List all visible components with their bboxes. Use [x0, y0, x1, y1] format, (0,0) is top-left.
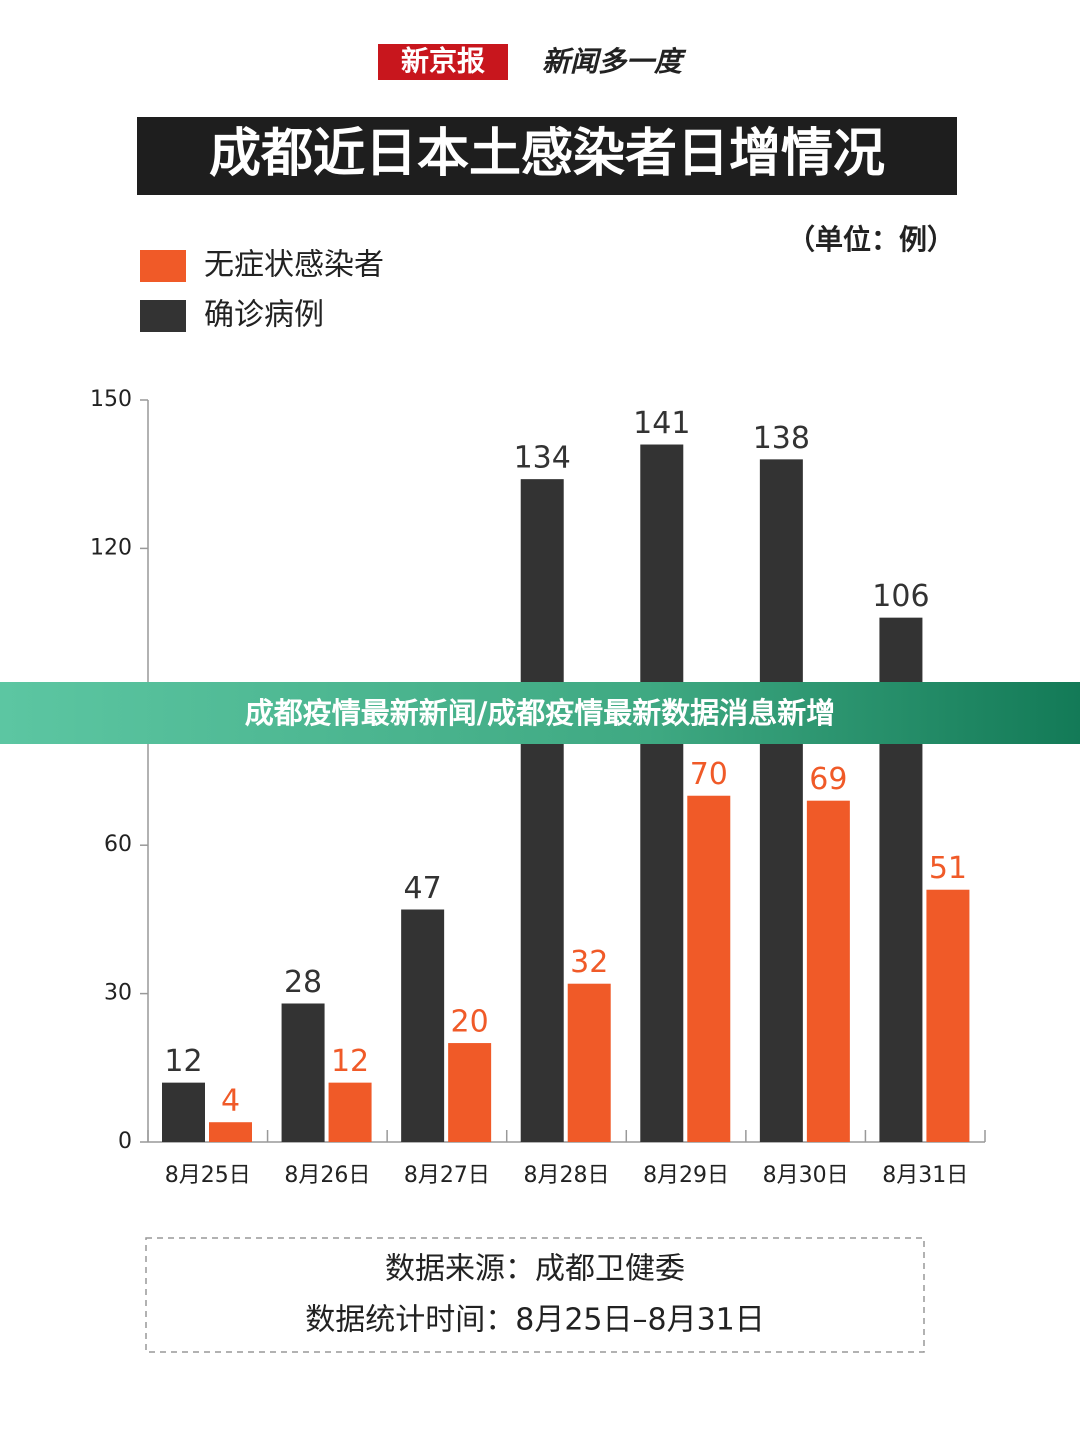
y-tick-label: 150: [90, 387, 132, 412]
y-tick-label: 0: [118, 1129, 132, 1154]
bar: [209, 1122, 252, 1142]
chart-title: 成都近日本土感染者日增情况: [209, 124, 885, 184]
value-label: 51: [929, 851, 967, 886]
value-label: 32: [570, 945, 608, 980]
value-label: 70: [690, 757, 728, 792]
banner: [0, 682, 1080, 744]
x-tick-label: 8月30日: [763, 1163, 849, 1188]
bar: [281, 1003, 325, 1142]
x-tick-label: 8月27日: [404, 1163, 490, 1188]
footer-box: [145, 1237, 925, 1353]
legend-label: 确诊病例: [204, 298, 324, 333]
footer-source: 数据来源：成都卫健委: [385, 1252, 685, 1287]
value-label: 4: [221, 1084, 240, 1119]
value-label: 47: [404, 871, 442, 906]
title-box: [137, 117, 957, 195]
legend-swatch: [140, 250, 186, 282]
bar: [567, 983, 611, 1142]
x-tick-label: 8月29日: [643, 1163, 729, 1188]
bar: [162, 1082, 205, 1142]
legend-swatch: [140, 300, 186, 332]
logo-box: [378, 44, 508, 80]
bar: [926, 889, 970, 1142]
value-label: 141: [633, 406, 690, 441]
x-tick-label: 8月28日: [524, 1163, 610, 1188]
x-tick-label: 8月31日: [882, 1163, 968, 1188]
x-tick-label: 8月26日: [284, 1163, 370, 1188]
value-label: 20: [451, 1005, 489, 1040]
bar: [759, 459, 803, 1142]
logo: 新京报: [401, 45, 485, 78]
value-label: 134: [514, 441, 571, 476]
bar: [401, 909, 445, 1142]
y-tick-label: 30: [104, 981, 132, 1006]
value-label: 69: [809, 762, 847, 797]
bar: [806, 800, 850, 1142]
bar: [687, 795, 731, 1142]
bar: [328, 1082, 372, 1142]
y-tick-label: 120: [90, 535, 132, 560]
value-label: 12: [164, 1044, 202, 1079]
unit: （单位：例）: [787, 223, 955, 256]
bar: [520, 479, 564, 1142]
bar: [640, 444, 684, 1142]
value-label: 12: [331, 1044, 369, 1079]
slogan: 新闻多一度: [542, 45, 687, 78]
legend-label: 无症状感染者: [204, 248, 384, 283]
banner-text: 成都疫情最新新闻/成都疫情最新数据消息新增: [245, 696, 836, 730]
value-label: 138: [753, 421, 810, 456]
footer-period: 数据统计时间：8月25日–8月31日: [305, 1303, 765, 1338]
bar: [448, 1043, 492, 1142]
x-tick-label: 8月25日: [165, 1163, 251, 1188]
plot: 03060901201508月25日1248月26日28128月27日47208…: [90, 387, 986, 1188]
y-tick-label: 60: [104, 832, 132, 857]
value-label: 106: [872, 579, 929, 614]
value-label: 28: [284, 965, 322, 1000]
